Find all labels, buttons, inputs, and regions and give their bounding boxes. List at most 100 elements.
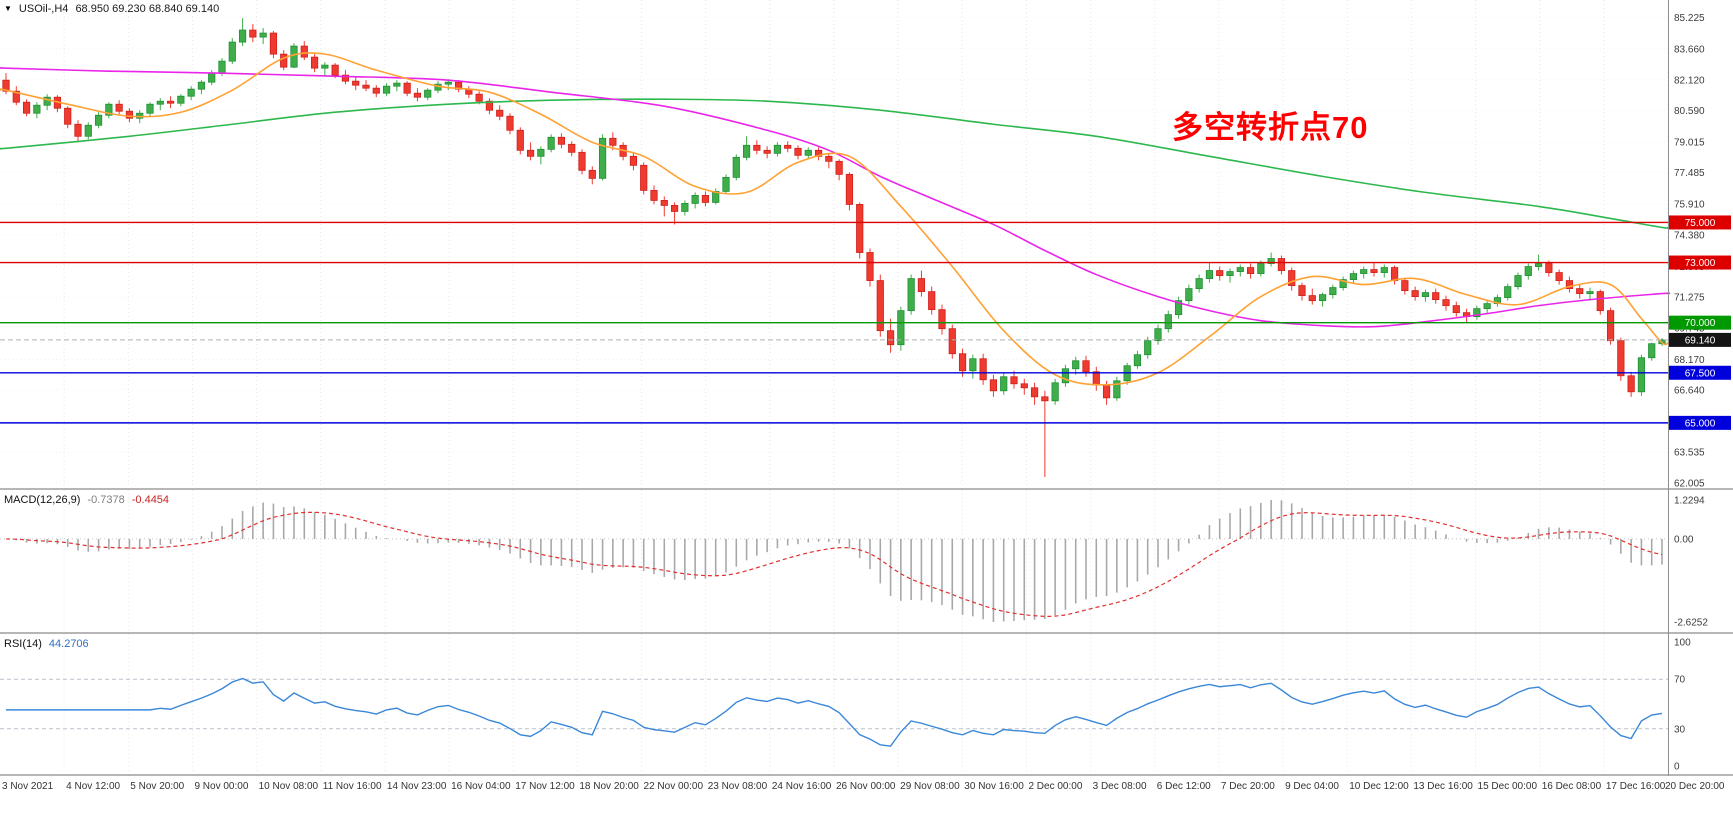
candle-bullish xyxy=(1648,343,1656,359)
ma-line-mid-magenta xyxy=(0,67,1671,328)
candle-bullish xyxy=(907,278,915,312)
candle-bearish xyxy=(763,149,771,154)
candle-bullish xyxy=(1483,303,1491,310)
candle-bearish xyxy=(166,100,175,104)
rsi-label-row: RSI(14) 44.2706 xyxy=(4,638,89,650)
candle-bearish xyxy=(1545,263,1553,273)
price-pane[interactable]: 85.225 83.660 82.120 80.590 79.015 77.485 75.9… xyxy=(0,0,1733,488)
candle-bearish xyxy=(876,280,884,332)
candle-bullish xyxy=(105,103,113,116)
candle-bearish xyxy=(886,330,895,346)
time-axis[interactable]: 3 Nov 2021 4 Nov 12:00 5 Nov 20:00 9 Nov 00… xyxy=(0,776,1733,806)
time-axis-label: 22 Nov 00:00 xyxy=(643,781,704,792)
candle-bullish xyxy=(969,358,977,372)
price-badge-67.500[interactable]: 67.500 xyxy=(1669,365,1731,380)
rsi-pane[interactable]: 100 70 30 0 xyxy=(0,634,1733,774)
candle-bearish xyxy=(794,147,802,156)
price-badge-70.000[interactable]: 70.000 xyxy=(1669,315,1731,330)
candle-bullish xyxy=(1174,300,1183,316)
candle-bullish xyxy=(1267,258,1275,264)
candle-bearish xyxy=(917,278,926,292)
candle-bearish xyxy=(701,195,710,203)
price-badge-73.000[interactable]: 73.000 xyxy=(1669,255,1731,270)
candle-bullish xyxy=(321,64,329,69)
candle-bearish xyxy=(753,144,761,151)
rsi-line xyxy=(6,677,1663,747)
candle-bullish xyxy=(197,81,206,90)
time-axis-label: 2 Dec 00:00 xyxy=(1028,781,1083,792)
candle-bearish xyxy=(1308,295,1316,302)
pane-separator[interactable] xyxy=(0,774,1733,776)
time-axis-label: 17 Nov 12:00 xyxy=(515,781,575,792)
candle-bullish xyxy=(773,144,782,154)
price-tick-label: 80.590 xyxy=(1674,106,1705,117)
candle-bullish xyxy=(732,156,740,178)
pane-separator[interactable] xyxy=(0,488,1733,490)
candle-bearish xyxy=(362,84,370,89)
candle-bullish xyxy=(1226,271,1234,276)
candle-bullish xyxy=(290,45,298,68)
candle-bearish xyxy=(506,115,514,131)
candle-bearish xyxy=(856,204,864,253)
candle-bullish xyxy=(1164,314,1172,330)
candle-bearish xyxy=(341,74,350,82)
candle-bearish xyxy=(784,144,792,149)
candle-bearish xyxy=(331,64,339,76)
candle-bearish xyxy=(526,149,535,157)
candle-bullish xyxy=(228,41,236,62)
candle-bearish xyxy=(1411,290,1419,298)
candle-bullish xyxy=(1236,267,1244,272)
candle-bearish xyxy=(300,45,308,58)
candle-bullish xyxy=(1205,270,1214,279)
candle-bullish xyxy=(598,137,607,179)
candle-bullish xyxy=(1318,294,1327,302)
chart-menu-arrow-icon[interactable]: ▼ xyxy=(4,4,12,13)
candle-bearish xyxy=(372,87,380,94)
price-badge-75.000[interactable]: 75.000 xyxy=(1669,215,1731,230)
candle-bearish xyxy=(1216,270,1224,276)
candle-bullish xyxy=(742,144,751,158)
candle-bearish xyxy=(629,155,638,166)
candle-bearish xyxy=(650,189,658,201)
current-price-badge[interactable]: 69.140 xyxy=(1669,332,1731,347)
candle-bullish xyxy=(537,148,545,157)
price-axis-separator xyxy=(1668,0,1669,806)
macd-signal-line xyxy=(5,511,1663,617)
candle-bearish xyxy=(609,137,617,146)
annotation-text[interactable]: 多空转折点70 xyxy=(1172,110,1369,145)
pane-separator[interactable] xyxy=(0,632,1733,634)
macd-label-row: MACD(12,26,9) -0.7378 -0.4454 xyxy=(4,494,169,506)
time-axis-label: 16 Dec 08:00 xyxy=(1541,781,1602,792)
candle-bearish xyxy=(269,32,278,55)
time-axis-label: 23 Nov 08:00 xyxy=(707,781,768,792)
candle-bullish xyxy=(1329,287,1337,296)
time-axis-label: 4 Nov 12:00 xyxy=(66,781,121,792)
price-tick-label: 82.120 xyxy=(1674,75,1705,86)
time-axis-label: 3 Nov 2021 xyxy=(2,781,54,792)
price-badge-65.000[interactable]: 65.000 xyxy=(1669,415,1731,430)
candle-bullish xyxy=(444,81,452,85)
candle-bullish xyxy=(208,72,216,83)
time-axis-label: 3 Dec 08:00 xyxy=(1092,781,1147,792)
candle-bullish xyxy=(218,60,226,74)
candle-bullish xyxy=(681,203,689,212)
candle-bullish xyxy=(1339,279,1347,288)
candle-bearish xyxy=(1298,285,1306,297)
candle-bearish xyxy=(74,123,82,137)
candle-bullish xyxy=(1257,263,1265,274)
svg-text:69.140: 69.140 xyxy=(1685,335,1716,346)
svg-text:75.000: 75.000 xyxy=(1685,218,1716,229)
candle-bearish xyxy=(1277,258,1286,271)
price-tick-label: 63.535 xyxy=(1674,448,1705,459)
candle-bullish xyxy=(259,32,267,38)
time-axis-label: 29 Nov 08:00 xyxy=(900,781,960,792)
time-axis-label: 18 Nov 20:00 xyxy=(579,781,639,792)
ma-line-fast-orange xyxy=(0,52,1669,386)
candle-bullish xyxy=(393,82,401,87)
candle-bearish xyxy=(1010,376,1018,385)
candle-bullish xyxy=(547,136,555,150)
price-tick-label: 83.660 xyxy=(1674,44,1705,55)
macd-pane[interactable]: 1.2294 0.00 -2.6252 xyxy=(0,490,1733,632)
price-tick-label: 74.380 xyxy=(1674,230,1705,241)
candle-bearish xyxy=(1596,291,1604,312)
